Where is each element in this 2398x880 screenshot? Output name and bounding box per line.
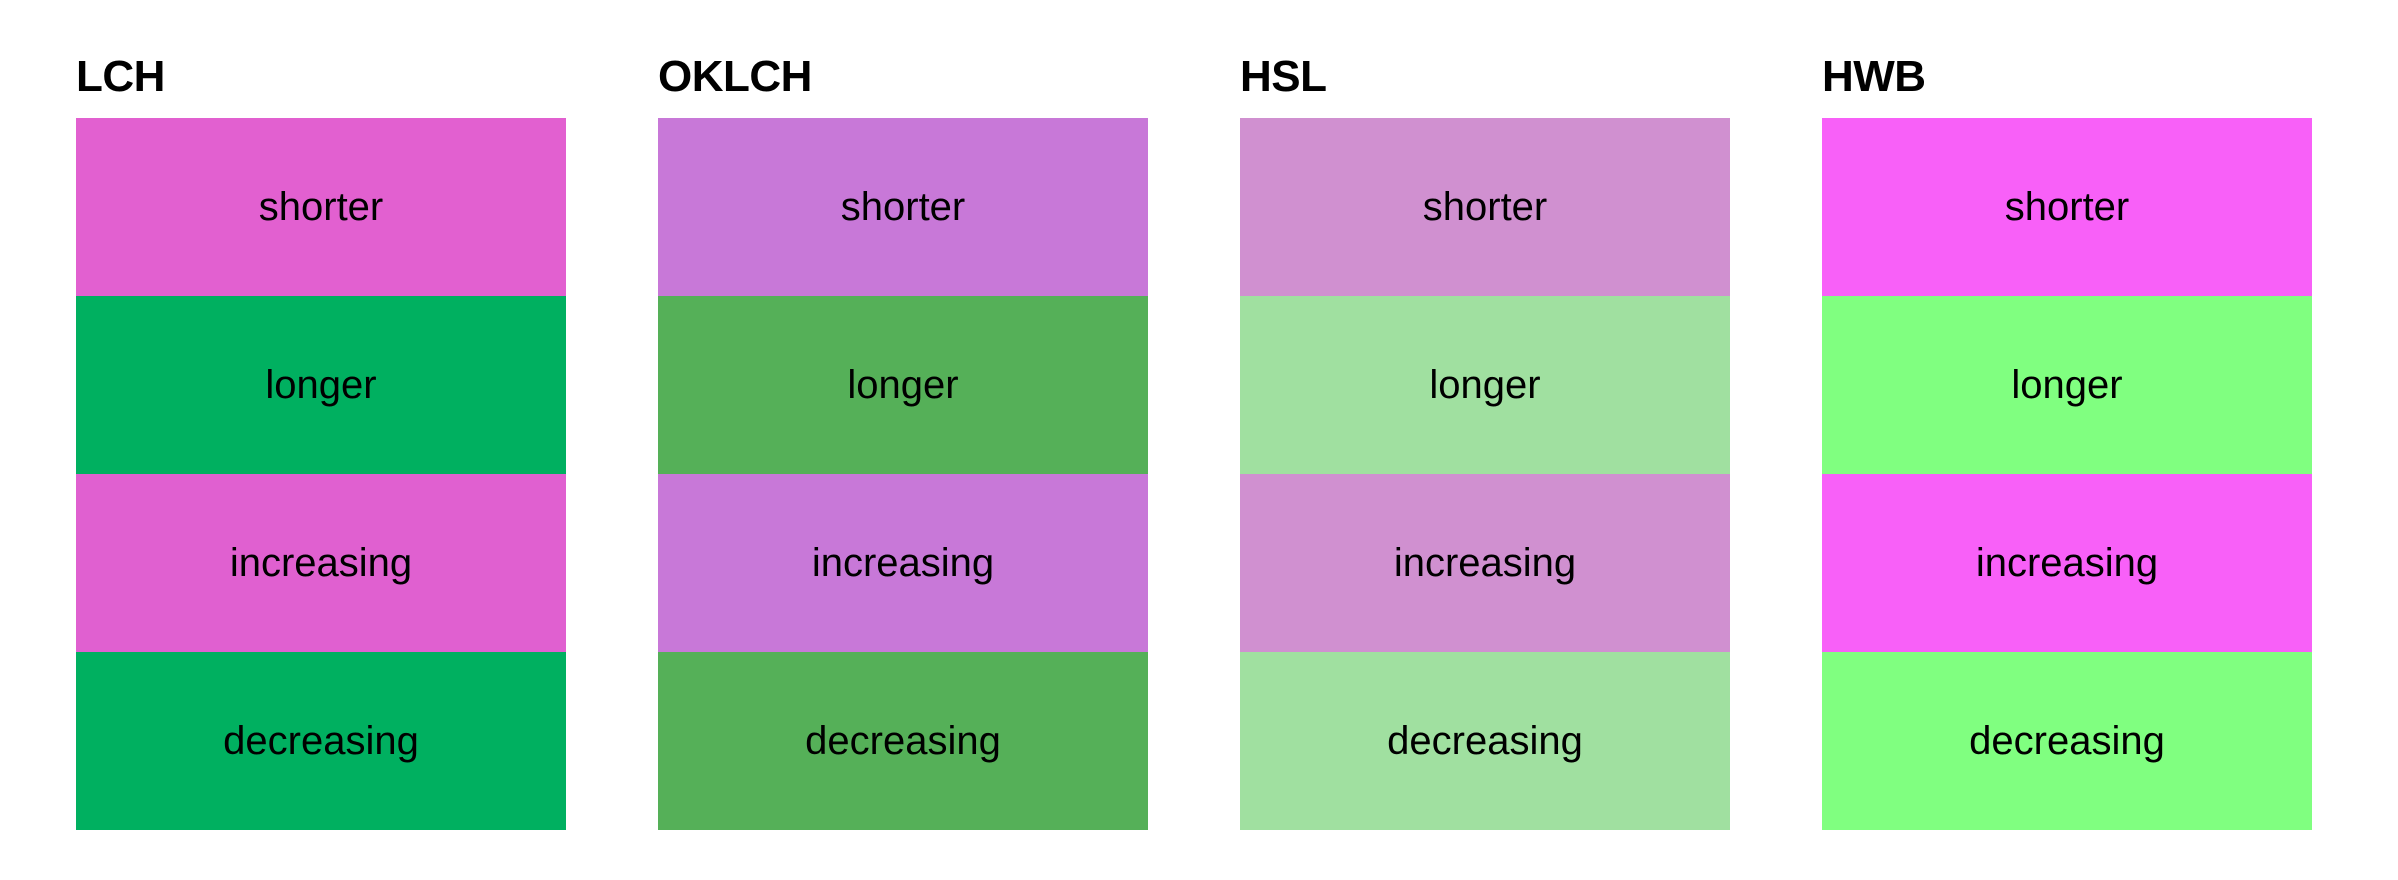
swatch-longer: longer bbox=[76, 296, 566, 474]
column-lch: LCH shorter longer increasing decreasing bbox=[76, 52, 566, 830]
swatch-decreasing: decreasing bbox=[658, 652, 1148, 830]
swatch-shorter: shorter bbox=[76, 118, 566, 296]
column-oklch: OKLCH shorter longer increasing decreasi… bbox=[658, 52, 1148, 830]
swatch-decreasing: decreasing bbox=[1240, 652, 1730, 830]
column-title: HWB bbox=[1822, 52, 2312, 102]
swatch-decreasing: decreasing bbox=[76, 652, 566, 830]
swatch-increasing: increasing bbox=[658, 474, 1148, 652]
column-title: HSL bbox=[1240, 52, 1730, 102]
swatch-longer: longer bbox=[658, 296, 1148, 474]
swatch-shorter: shorter bbox=[658, 118, 1148, 296]
swatch-longer: longer bbox=[1240, 296, 1730, 474]
column-title: LCH bbox=[76, 52, 566, 102]
column-hsl: HSL shorter longer increasing decreasing bbox=[1240, 52, 1730, 830]
column-title: OKLCH bbox=[658, 52, 1148, 102]
swatch-shorter: shorter bbox=[1240, 118, 1730, 296]
swatch-increasing: increasing bbox=[76, 474, 566, 652]
swatch-longer: longer bbox=[1822, 296, 2312, 474]
column-hwb: HWB shorter longer increasing decreasing bbox=[1822, 52, 2312, 830]
swatch-increasing: increasing bbox=[1822, 474, 2312, 652]
swatch-shorter: shorter bbox=[1822, 118, 2312, 296]
swatch-decreasing: decreasing bbox=[1822, 652, 2312, 830]
swatch-increasing: increasing bbox=[1240, 474, 1730, 652]
color-space-grid: LCH shorter longer increasing decreasing… bbox=[76, 52, 2322, 830]
